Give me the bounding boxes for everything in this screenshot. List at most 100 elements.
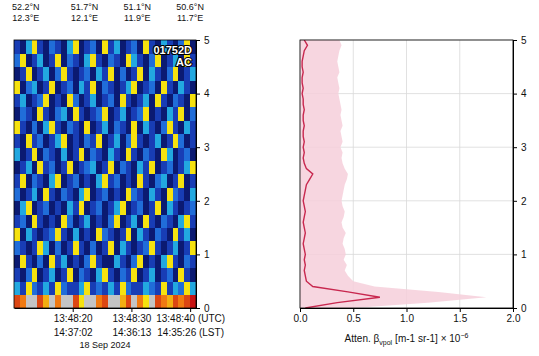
heatmap-cell xyxy=(67,228,73,242)
heatmap-cell xyxy=(84,228,90,242)
heatmap-cell xyxy=(37,187,43,201)
heatmap-cell xyxy=(90,94,96,108)
heatmap-cell xyxy=(131,134,137,148)
heatmap-cell xyxy=(43,295,49,308)
heatmap-cell xyxy=(90,201,96,215)
heatmap-cell xyxy=(79,147,85,161)
heatmap-cell xyxy=(96,53,102,67)
heatmap-cell xyxy=(61,228,67,242)
heatmap-cell xyxy=(26,295,32,308)
y-tick-label: 4 xyxy=(521,88,527,99)
heatmap-cell xyxy=(20,94,26,108)
heatmap-cell xyxy=(79,107,85,121)
y-tick: 4 xyxy=(196,88,210,99)
heatmap-cell xyxy=(178,228,184,242)
heatmap xyxy=(14,40,196,308)
heatmap-cell xyxy=(108,228,114,242)
heatmap-cell xyxy=(149,147,155,161)
heatmap-cell xyxy=(167,174,173,188)
heatmap-cell xyxy=(126,228,132,242)
heatmap-cell xyxy=(90,295,96,308)
heatmap-cell xyxy=(49,134,55,148)
y-tick-label: 0 xyxy=(204,303,210,314)
heatmap-cell xyxy=(84,281,90,295)
heatmap-cell xyxy=(102,67,108,81)
heatmap-cell xyxy=(67,40,73,54)
top-lat-label: 51.1°N xyxy=(123,2,151,12)
heatmap-cell xyxy=(55,147,61,161)
heatmap-cell xyxy=(120,268,126,282)
heatmap-cell xyxy=(49,80,55,94)
x-axis-line xyxy=(15,308,197,309)
y-axis-line xyxy=(196,41,197,309)
y-tick-label: 3 xyxy=(521,142,527,153)
heatmap-cell xyxy=(120,241,126,255)
heatmap-cell xyxy=(173,80,179,94)
heatmap-cell xyxy=(49,94,55,108)
heatmap-cell xyxy=(43,120,49,134)
y-tick-label: 1 xyxy=(204,249,210,260)
heatmap-cell xyxy=(161,67,167,81)
heatmap-cell xyxy=(178,80,184,94)
heatmap-cell xyxy=(114,80,120,94)
heatmap-cell xyxy=(14,228,20,242)
heatmap-cell xyxy=(114,40,120,54)
heatmap-cell xyxy=(108,107,114,121)
heatmap-cell xyxy=(20,201,26,215)
heatmap-cell xyxy=(114,214,120,228)
heatmap-cell xyxy=(20,67,26,81)
heatmap-cell xyxy=(61,134,67,148)
heatmap-cell xyxy=(67,214,73,228)
heatmap-cell xyxy=(184,134,190,148)
heatmap-cell xyxy=(143,40,149,54)
heatmap-cell xyxy=(120,80,126,94)
heatmap-cell xyxy=(90,53,96,67)
heatmap-cell xyxy=(32,268,38,282)
heatmap-cell xyxy=(96,187,102,201)
heatmap-cell xyxy=(167,147,173,161)
heatmap-cell xyxy=(143,228,149,242)
heatmap-cell xyxy=(149,281,155,295)
top-lat-label: 51.7°N xyxy=(71,2,99,12)
heatmap-cell xyxy=(26,187,32,201)
heatmap-cell xyxy=(184,214,190,228)
heatmap-cell xyxy=(108,254,114,268)
heatmap-cell xyxy=(137,161,143,175)
heatmap-cell xyxy=(102,53,108,67)
heatmap-cell xyxy=(84,268,90,282)
heatmap-cell xyxy=(96,134,102,148)
heatmap-cell xyxy=(184,241,190,255)
heatmap-cell xyxy=(178,67,184,81)
heatmap-cell xyxy=(79,281,85,295)
heatmap-cell xyxy=(55,187,61,201)
heatmap-cell xyxy=(73,94,79,108)
heatmap-cell xyxy=(173,228,179,242)
heatmap-cell xyxy=(155,187,161,201)
heatmap-cell xyxy=(149,201,155,215)
heatmap-cell xyxy=(96,174,102,188)
heatmap-cell xyxy=(96,107,102,121)
heatmap-cell xyxy=(14,94,20,108)
heatmap-cell xyxy=(126,120,132,134)
heatmap-cell xyxy=(61,120,67,134)
heatmap-cell xyxy=(149,161,155,175)
x-tick: 13:48:3014:36:13 xyxy=(112,308,151,338)
heatmap-cell xyxy=(20,53,26,67)
y-tick: 0 xyxy=(196,303,210,314)
heatmap-cell xyxy=(149,134,155,148)
heatmap-cell xyxy=(37,241,43,255)
heatmap-cell xyxy=(131,94,137,108)
heatmap-cell xyxy=(149,187,155,201)
heatmap-cell xyxy=(120,228,126,242)
heatmap-cell xyxy=(108,201,114,215)
top-lon-label: 11.7°E xyxy=(177,13,203,23)
heatmap-cell xyxy=(126,40,132,54)
heatmap-cell xyxy=(55,120,61,134)
top-lon-label: 12.1°E xyxy=(71,13,98,23)
heatmap-cell xyxy=(108,134,114,148)
heatmap-cell xyxy=(32,161,38,175)
heatmap-cell xyxy=(26,134,32,148)
heatmap-cell xyxy=(49,228,55,242)
heatmap-cell xyxy=(108,53,114,67)
heatmap-cell xyxy=(37,214,43,228)
